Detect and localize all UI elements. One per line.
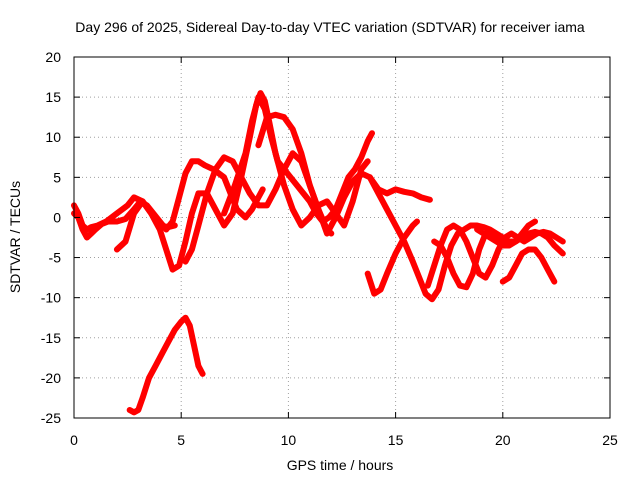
y-tick-label: 5 <box>53 169 61 185</box>
y-axis-label: SDTVAR / TECUs <box>7 181 23 293</box>
y-tick-label: 20 <box>45 49 61 65</box>
y-tick-label: -20 <box>41 370 61 386</box>
axis-ticks: 0 5 10 15 20 25 -25 -20 -15 -10 -5 0 5 10 15 20 <box>41 49 618 448</box>
y-tick-label: -5 <box>49 250 62 266</box>
series-track-10 <box>424 222 566 289</box>
series-track-5 <box>221 94 375 225</box>
y-tick-label: -25 <box>41 410 61 426</box>
x-tick-label: 15 <box>388 432 404 448</box>
series-track-13 <box>474 218 538 249</box>
y-tick-label: 0 <box>53 209 61 225</box>
series-track-7 <box>126 314 206 416</box>
series-track-12 <box>499 246 558 285</box>
plot-frame <box>73 56 611 419</box>
series-track-6 <box>255 111 335 237</box>
chart-title: Day 296 of 2025, Sidereal Day-to-day VTE… <box>75 19 585 35</box>
x-tick-label: 5 <box>177 432 185 448</box>
series-track-8 <box>364 218 420 297</box>
x-tick-label: 20 <box>495 432 511 448</box>
x-axis-label: GPS time / hours <box>287 457 394 473</box>
series-track-11 <box>431 230 506 291</box>
series-group <box>71 90 566 416</box>
x-tick-label: 0 <box>70 432 78 448</box>
y-tick-label: 10 <box>45 129 61 145</box>
x-tick-label: 25 <box>602 432 618 448</box>
y-tick-label: 15 <box>45 89 61 105</box>
x-tick-label: 10 <box>281 432 297 448</box>
y-tick-label: -15 <box>41 330 61 346</box>
y-tick-label: -10 <box>41 290 61 306</box>
series-track-9 <box>366 174 566 303</box>
